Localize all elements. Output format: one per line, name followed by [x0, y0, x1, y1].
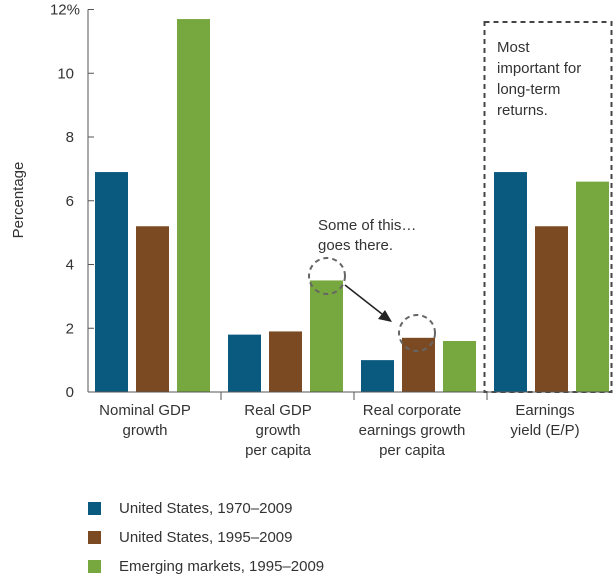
legend-label: United States, 1995–2009: [119, 529, 293, 546]
legend: United States, 1970–2009 United States, …: [88, 494, 324, 581]
y-tick-label: 8: [66, 129, 74, 146]
legend-swatch: [88, 560, 101, 573]
legend-label: United States, 1970–2009: [119, 500, 293, 517]
y-tick-label: 6: [66, 193, 74, 210]
bar: [535, 226, 568, 392]
bar: [494, 172, 527, 392]
highlight-circle: [308, 257, 346, 295]
category-label: Nominal GDP: [99, 402, 191, 419]
legend-swatch: [88, 531, 101, 544]
category-label: Real corporate: [363, 402, 461, 419]
bar: [228, 334, 261, 392]
box-annotation-text: long-term: [497, 81, 560, 98]
box-annotation-text: returns.: [497, 102, 548, 119]
y-tick-label: 12%: [50, 2, 80, 19]
y-tick-label: 2: [66, 320, 74, 337]
y-tick-label: 0: [66, 384, 74, 401]
bar: [177, 19, 210, 392]
bar: [402, 337, 435, 392]
legend-item: Emerging markets, 1995–2009: [88, 552, 324, 581]
category-label: per capita: [379, 442, 446, 459]
legend-item: United States, 1970–2009: [88, 494, 324, 523]
legend-label: Emerging markets, 1995–2009: [119, 558, 325, 575]
category-label: yield (E/P): [510, 422, 579, 439]
bar: [136, 226, 169, 392]
y-tick-label: 4: [66, 257, 74, 274]
legend-swatch: [88, 502, 101, 515]
category-label: earnings growth: [359, 422, 466, 439]
arrow-head: [378, 310, 392, 322]
category-label: growth: [122, 422, 167, 439]
y-tick-label: 10: [57, 65, 74, 82]
category-label: growth: [255, 422, 300, 439]
bar: [361, 360, 394, 392]
arrow-line: [344, 284, 383, 315]
bar: [310, 280, 343, 392]
category-label: Earnings: [515, 402, 574, 419]
bar: [443, 341, 476, 392]
category-label: Real GDP: [244, 402, 312, 419]
box-annotation-text: Most: [497, 39, 530, 56]
bar: [95, 172, 128, 392]
y-axis-label: Percentage: [10, 162, 27, 239]
annotation-text: Some of this…: [318, 217, 416, 234]
legend-item: United States, 1995–2009: [88, 523, 324, 552]
highlight-circle: [398, 314, 436, 352]
category-label: per capita: [245, 442, 312, 459]
bar: [576, 181, 609, 392]
bar: [269, 331, 302, 392]
box-annotation-text: important for: [497, 60, 581, 77]
annotation-text: goes there.: [318, 237, 393, 254]
